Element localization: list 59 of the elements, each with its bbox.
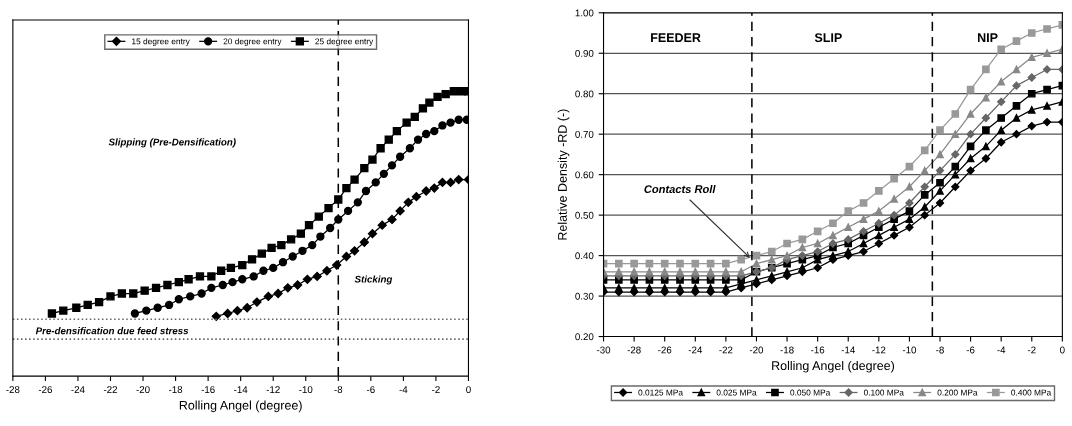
x-axis-title: Rolling Angel (degree) [772,360,895,373]
legend-label: 0.200 MPa [937,389,978,396]
x-tick-label: 0 [1060,346,1065,354]
y-tick-label: 0.60 [575,171,594,179]
x-tick-label: -14 [841,346,855,354]
x-tick-label: -6 [366,386,375,394]
x-tick-label: -6 [966,346,975,354]
x-tick-label: -18 [168,386,183,394]
x-tick-label: -26 [38,386,53,394]
x-tick-label: -30 [596,346,611,354]
legend-label: 15 degree entry [132,38,190,46]
x-tick-label: -12 [266,386,280,393]
legend-label: 20 degree entry [223,38,282,46]
legend-label: 0.0125 MPa [638,389,683,396]
annotation: Sticking [354,275,393,285]
annotation: Slipping (Pre-Densification) [108,138,236,148]
y-tick-label: 0.50 [575,211,594,219]
x-tick-label: -22 [719,346,733,354]
x-tick-label: -10 [299,386,313,394]
annotation: SLIP [814,33,842,43]
legend-label: 0.400 MPa [1011,389,1052,396]
x-tick-label: -24 [71,386,85,393]
x-tick-label: -4 [399,386,408,393]
x-tick-label: 0 [466,386,471,394]
x-tick-label: -28 [627,346,641,354]
x-tick-label: -28 [6,386,20,394]
x-tick-label: -26 [658,346,672,354]
annotation: NIP [977,33,998,42]
legend-label: 0.100 MPa [863,389,904,396]
x-tick-label: -2 [432,386,440,393]
x-tick-label: -10 [902,346,917,354]
y-axis-title: Relative Density -RD (-) [557,109,570,240]
x-axis-title: Rolling Angel (degree) [179,400,302,413]
legend-label: 0.050 MPa [790,389,831,396]
y-tick-label: 0.40 [575,252,594,260]
legend-label: 0.025 MPa [716,389,757,396]
x-tick-label: -14 [234,386,248,393]
x-tick-label: -20 [749,346,764,354]
x-tick-label: -2 [1027,346,1036,354]
x-tick-label: -8 [334,386,343,394]
y-tick-label: 0.70 [575,130,594,138]
y-tick-label: 1.00 [575,9,594,17]
x-tick-label: -22 [103,386,118,393]
legend-label: 25 degree entry [315,38,374,46]
y-tick-label: 0.20 [575,333,594,341]
x-tick-label: -16 [201,386,215,394]
annotation: FEEDER [651,33,701,42]
x-tick-label: -24 [688,346,703,354]
x-tick-label: -8 [936,346,944,354]
annotation: Pre-densification due feed stress [35,327,189,335]
y-tick-label: 0.90 [575,49,594,57]
y-tick-label: 0.80 [575,90,594,98]
x-tick-label: -4 [997,346,1006,354]
annotation: Contacts Roll [644,184,716,194]
x-tick-label: -12 [872,346,886,354]
x-tick-label: -18 [780,346,794,354]
y-tick-label: 0.30 [575,292,594,300]
x-tick-label: -16 [811,346,825,354]
x-tick-label: -20 [136,386,150,394]
